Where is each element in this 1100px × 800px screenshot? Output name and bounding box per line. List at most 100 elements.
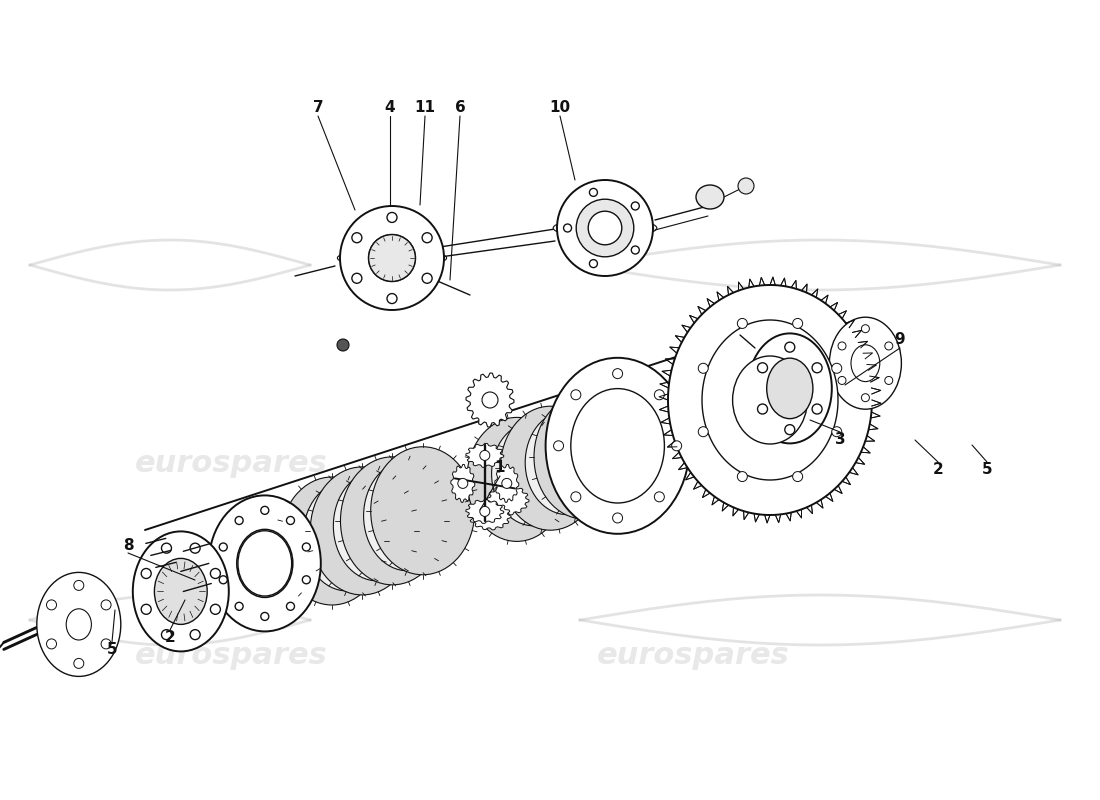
- Ellipse shape: [672, 441, 682, 450]
- Ellipse shape: [654, 390, 664, 400]
- Ellipse shape: [884, 342, 893, 350]
- Ellipse shape: [238, 530, 292, 596]
- Ellipse shape: [851, 345, 880, 382]
- Ellipse shape: [210, 604, 220, 614]
- Ellipse shape: [163, 569, 199, 614]
- Ellipse shape: [525, 410, 609, 514]
- Ellipse shape: [352, 233, 362, 242]
- Polygon shape: [495, 464, 519, 502]
- Ellipse shape: [502, 478, 512, 488]
- Ellipse shape: [302, 543, 310, 551]
- Ellipse shape: [812, 404, 822, 414]
- Ellipse shape: [571, 492, 581, 502]
- Text: 1: 1: [495, 461, 505, 475]
- Ellipse shape: [74, 581, 84, 590]
- Ellipse shape: [733, 356, 807, 444]
- Ellipse shape: [571, 390, 581, 400]
- Polygon shape: [466, 373, 514, 427]
- Ellipse shape: [286, 517, 295, 525]
- Ellipse shape: [422, 233, 432, 242]
- Polygon shape: [465, 499, 504, 523]
- Ellipse shape: [368, 234, 416, 282]
- Ellipse shape: [154, 558, 207, 624]
- Text: eurospares: eurospares: [596, 450, 790, 478]
- Text: eurospares: eurospares: [134, 450, 328, 478]
- Ellipse shape: [838, 377, 846, 385]
- Ellipse shape: [66, 609, 91, 640]
- Ellipse shape: [748, 334, 832, 443]
- Polygon shape: [702, 320, 838, 480]
- Ellipse shape: [368, 234, 416, 282]
- Ellipse shape: [698, 426, 708, 437]
- Text: 2: 2: [933, 462, 944, 478]
- Ellipse shape: [141, 569, 151, 578]
- Ellipse shape: [310, 467, 415, 595]
- Ellipse shape: [698, 363, 708, 374]
- Text: 4: 4: [385, 101, 395, 115]
- Ellipse shape: [784, 425, 795, 434]
- Ellipse shape: [133, 531, 229, 651]
- Ellipse shape: [480, 450, 490, 460]
- Ellipse shape: [261, 506, 268, 514]
- Ellipse shape: [46, 600, 56, 610]
- Ellipse shape: [482, 392, 498, 408]
- Ellipse shape: [387, 213, 397, 222]
- Ellipse shape: [773, 367, 806, 410]
- Text: 5: 5: [107, 642, 118, 658]
- Ellipse shape: [534, 395, 634, 519]
- Ellipse shape: [286, 602, 295, 610]
- Ellipse shape: [571, 389, 664, 503]
- Polygon shape: [465, 443, 504, 467]
- Ellipse shape: [333, 471, 421, 581]
- Ellipse shape: [590, 188, 597, 196]
- Ellipse shape: [466, 418, 566, 542]
- Text: 2: 2: [165, 630, 175, 646]
- Ellipse shape: [480, 506, 490, 517]
- Ellipse shape: [422, 274, 432, 283]
- Text: 10: 10: [549, 101, 571, 115]
- Text: 9: 9: [894, 333, 905, 347]
- Ellipse shape: [563, 224, 572, 232]
- Ellipse shape: [737, 318, 747, 329]
- Ellipse shape: [832, 363, 842, 374]
- Ellipse shape: [101, 600, 111, 610]
- Ellipse shape: [758, 404, 768, 414]
- Ellipse shape: [219, 543, 228, 551]
- Ellipse shape: [838, 342, 846, 350]
- Ellipse shape: [784, 342, 795, 352]
- Ellipse shape: [340, 206, 444, 310]
- Ellipse shape: [546, 358, 690, 534]
- Ellipse shape: [631, 202, 639, 210]
- Ellipse shape: [613, 513, 623, 523]
- Ellipse shape: [553, 218, 657, 238]
- Ellipse shape: [812, 362, 822, 373]
- Ellipse shape: [553, 441, 563, 450]
- Polygon shape: [469, 502, 512, 530]
- Ellipse shape: [458, 478, 468, 488]
- Ellipse shape: [500, 406, 601, 530]
- Ellipse shape: [352, 274, 362, 283]
- Ellipse shape: [235, 602, 243, 610]
- Ellipse shape: [74, 658, 84, 668]
- Ellipse shape: [162, 630, 172, 640]
- Ellipse shape: [738, 178, 754, 194]
- Ellipse shape: [209, 495, 321, 631]
- Ellipse shape: [829, 317, 901, 410]
- Ellipse shape: [210, 569, 220, 578]
- Ellipse shape: [861, 394, 869, 402]
- Ellipse shape: [364, 461, 452, 570]
- Text: 8: 8: [123, 538, 133, 553]
- Ellipse shape: [588, 211, 621, 245]
- Ellipse shape: [280, 477, 384, 605]
- Ellipse shape: [586, 209, 624, 247]
- Text: 11: 11: [415, 101, 436, 115]
- Ellipse shape: [832, 426, 842, 437]
- Ellipse shape: [236, 530, 293, 598]
- Ellipse shape: [654, 492, 664, 502]
- Ellipse shape: [235, 517, 243, 525]
- Ellipse shape: [793, 471, 803, 482]
- Ellipse shape: [861, 325, 869, 333]
- Text: 5: 5: [981, 462, 992, 478]
- Ellipse shape: [758, 362, 768, 373]
- Ellipse shape: [559, 399, 642, 503]
